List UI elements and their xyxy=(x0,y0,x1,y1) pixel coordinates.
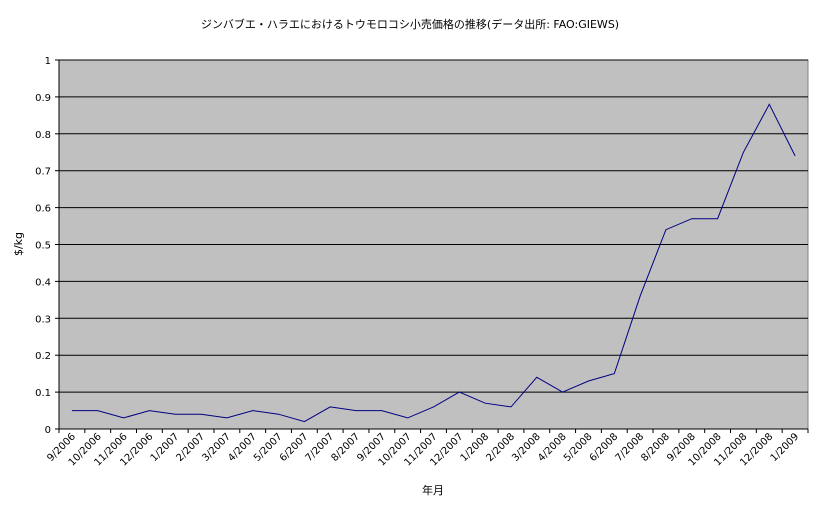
grid-lines xyxy=(59,59,808,393)
y-tick-label: 0.8 xyxy=(35,130,51,141)
x-axis-title: 年月 xyxy=(422,483,444,497)
y-tick-label: 0.9 xyxy=(35,93,51,104)
y-tick-label: 0.4 xyxy=(35,277,51,288)
x-tick-label: 1/2009 xyxy=(769,431,802,464)
y-tick-label: 0.3 xyxy=(35,314,51,325)
y-tick-label: 1 xyxy=(45,56,51,67)
series-group xyxy=(71,103,796,423)
y-tick-label: 0 xyxy=(45,425,51,436)
y-tick-label: 0.7 xyxy=(35,167,51,178)
y-axis-title: $/kg xyxy=(12,232,25,256)
series-line xyxy=(71,103,796,423)
chart-title: ジンバブエ・ハラエにおけるトウモロコシ小売価格の推移(データ出所: FAO:GI… xyxy=(201,17,619,31)
y-tick-label: 0.5 xyxy=(35,241,51,252)
y-axis-ticks: 0 0.1 0.2 0.3 0.4 0.5 0.6 0.7 0.8 0.9 1 xyxy=(35,56,59,436)
y-tick-label: 0.6 xyxy=(35,204,51,215)
y-tick-label: 0.2 xyxy=(35,351,51,362)
y-tick-label: 0.1 xyxy=(35,388,51,399)
